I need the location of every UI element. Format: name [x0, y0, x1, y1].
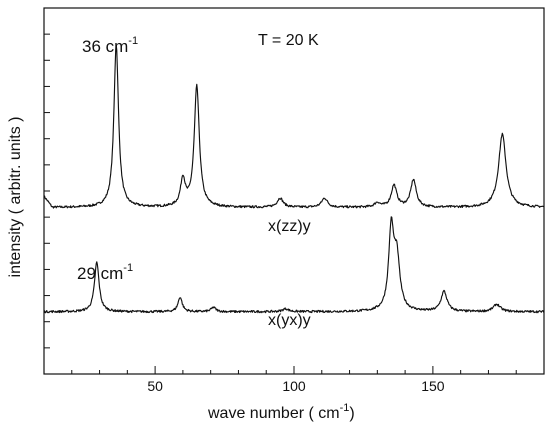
x-axis-label: wave number ( cm-1)	[207, 402, 355, 422]
trace-xzzy	[43, 44, 545, 209]
temperature-annotation: T = 20 K	[258, 32, 319, 49]
x-tick-label-150: 150	[421, 378, 445, 394]
spectrum-traces	[43, 44, 545, 314]
y-axis-ticks	[44, 33, 50, 349]
peak-label-29: 29 cm-1	[77, 262, 133, 283]
x-tick-label-100: 100	[282, 378, 306, 394]
y-axis-label: intensity ( arbitr. units )	[7, 117, 24, 278]
trace-xyxy	[43, 216, 545, 314]
x-tick-label-50: 50	[147, 378, 163, 394]
peak-label-36: 36 cm-1	[82, 35, 138, 56]
x-axis-ticks: 50 100 150	[71, 366, 517, 394]
series-label-yx: x(yx)y	[268, 312, 311, 329]
series-label-zz: x(zz)y	[268, 218, 311, 235]
